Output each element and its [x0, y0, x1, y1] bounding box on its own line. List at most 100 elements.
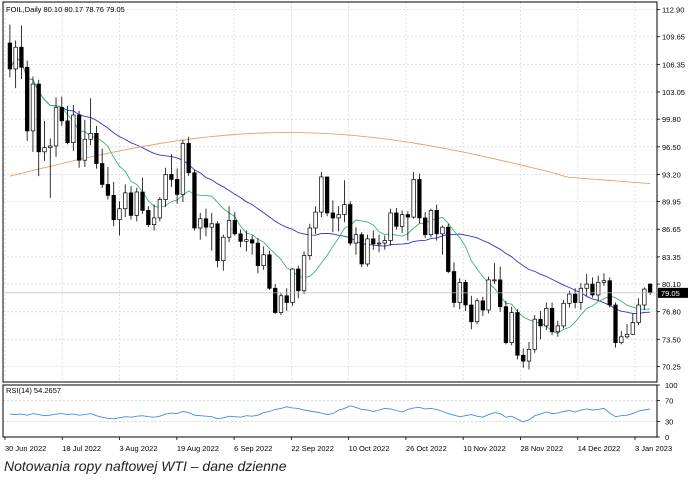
candle-body: [474, 300, 480, 323]
y-tick-label: 76.80: [662, 308, 681, 317]
candle: [624, 324, 630, 339]
candle: [532, 315, 537, 353]
candle-body: [544, 307, 549, 327]
candle-body: [192, 172, 197, 229]
candle: [146, 206, 151, 228]
candle-body: [613, 304, 618, 344]
candle: [232, 212, 237, 236]
x-tick-label: 6 Sep 2022: [234, 444, 272, 453]
candle: [128, 186, 134, 220]
candle: [307, 223, 312, 260]
candle: [515, 309, 520, 360]
candle-body: [261, 254, 266, 267]
candle: [330, 200, 336, 233]
x-tick-label: 10 Nov 2022: [463, 444, 506, 453]
candle: [607, 277, 612, 308]
candle-body: [94, 133, 99, 164]
rsi-panel: 100 70 30 0: [3, 381, 678, 442]
candle-body: [238, 233, 243, 242]
axes: 112.90 109.65 106.35 103.05 99.80 96.50 93.20 8…: [2, 1, 688, 453]
candle: [423, 212, 428, 239]
x-tick-label: 22 Sep 2022: [291, 444, 334, 453]
candle: [376, 234, 382, 253]
candle-body: [463, 282, 468, 306]
candle: [451, 262, 457, 308]
candle-body: [111, 194, 116, 220]
candle: [601, 273, 607, 286]
candle: [382, 235, 387, 250]
candle: [296, 265, 301, 299]
candle-body: [278, 295, 284, 313]
candle-body: [319, 176, 324, 213]
candle-body: [457, 282, 462, 303]
y-tick-label: 93.20: [662, 170, 681, 179]
candle-body: [134, 191, 139, 216]
price-panel-frame: [2, 1, 658, 383]
candle-body: [290, 268, 295, 303]
candle-body: [117, 208, 122, 220]
grid: [3, 2, 657, 382]
candle: [123, 184, 128, 218]
candle-body: [446, 226, 451, 272]
candle-body: [330, 212, 336, 219]
candle-body: [215, 223, 220, 261]
candle-body: [440, 226, 445, 235]
candle-body: [538, 318, 543, 327]
candle-body: [232, 220, 237, 235]
candle: [561, 299, 566, 329]
candle: [434, 204, 439, 241]
candle-body: [359, 234, 364, 265]
candle-body: [169, 174, 174, 180]
candle: [503, 300, 509, 345]
candle: [371, 230, 376, 250]
candle: [365, 234, 370, 267]
candle: [440, 225, 445, 255]
candle-body: [175, 179, 180, 195]
candle-body: [405, 214, 411, 218]
last-price-box: [658, 287, 688, 298]
candle-body: [480, 300, 485, 311]
rsi-label: RSI(14) 54.2657: [6, 386, 61, 395]
candle-body: [486, 279, 491, 311]
y-tick-label: 103.05: [662, 88, 685, 97]
candle-body: [100, 163, 105, 185]
candle: [42, 120, 47, 162]
candle: [186, 136, 191, 177]
candle: [134, 187, 139, 222]
candle: [13, 40, 18, 89]
candle-body: [596, 282, 601, 296]
candle-body: [636, 304, 641, 323]
candle: [169, 154, 174, 187]
candle-body: [301, 255, 307, 292]
candle: [359, 232, 364, 268]
candle-body: [186, 143, 191, 174]
y-tick-label: 109.65: [662, 33, 685, 42]
x-tick-label: 28 Nov 2022: [520, 444, 563, 453]
candle-body: [348, 204, 353, 244]
candle: [7, 24, 13, 78]
candle: [572, 288, 578, 309]
candle: [59, 96, 64, 126]
candle-body: [53, 107, 59, 147]
candle: [111, 181, 116, 227]
candle-body: [590, 283, 595, 296]
y-tick-label: 99.80: [662, 115, 681, 124]
candlestick-series: [7, 24, 653, 370]
candle-body: [123, 192, 128, 210]
candle-body: [273, 287, 278, 313]
candle-body: [203, 218, 209, 228]
candle: [549, 302, 555, 336]
candle: [348, 201, 353, 246]
ma-fast-line: [9, 57, 651, 334]
candle: [538, 310, 543, 340]
candle: [544, 302, 549, 331]
candle-body: [244, 239, 249, 242]
y-tick-label: 112.90: [662, 6, 684, 15]
candle: [388, 208, 393, 246]
candle-body: [151, 217, 157, 225]
candle: [521, 348, 526, 368]
candle: [284, 288, 289, 311]
candle: [555, 320, 560, 337]
rsi-tick-label: 30: [665, 417, 673, 426]
candle: [36, 79, 41, 177]
